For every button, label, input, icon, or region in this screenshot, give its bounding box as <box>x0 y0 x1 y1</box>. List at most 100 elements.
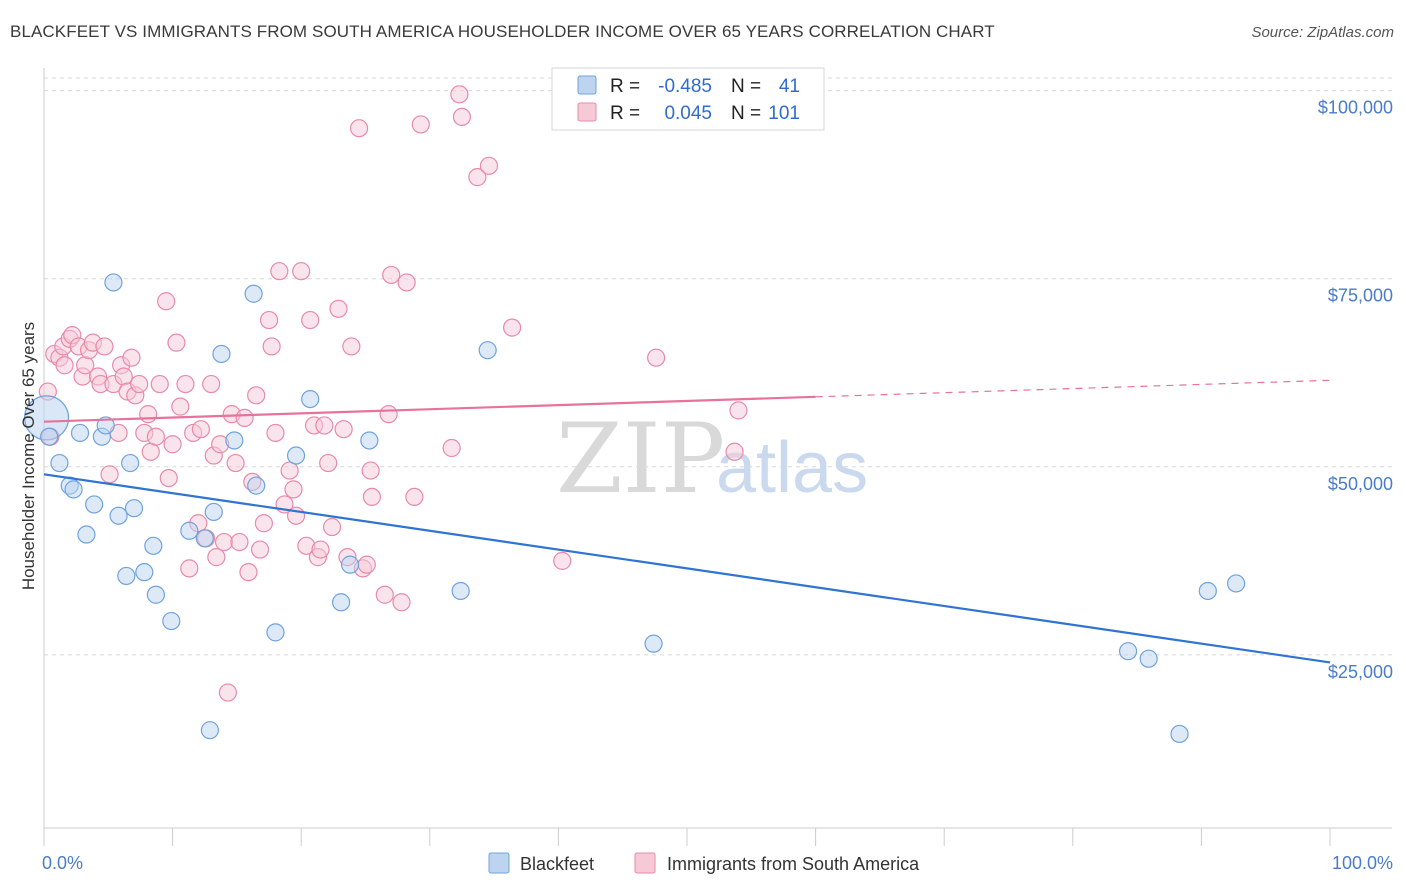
point-blackfeet <box>204 502 223 522</box>
point-blackfeet <box>1227 574 1246 593</box>
legend-n-label-2: N = <box>731 103 761 124</box>
point-immigrants <box>468 168 487 187</box>
point-blackfeet <box>144 536 163 555</box>
point-blackfeet <box>225 431 244 450</box>
bottom-legend-label-blackfeet: Blackfeet <box>520 854 594 874</box>
point-blackfeet <box>244 284 263 303</box>
point-immigrants <box>329 299 348 318</box>
legend-n-label-1: N = <box>731 76 761 97</box>
point-blackfeet <box>124 499 144 518</box>
point-immigrants <box>159 468 178 488</box>
point-immigrants <box>247 386 266 405</box>
point-immigrants <box>230 532 249 552</box>
legend-r-value-2: 0.045 <box>664 103 712 124</box>
point-immigrants <box>262 337 281 356</box>
point-blackfeet <box>200 721 219 740</box>
bottom-legend-swatch-immigrants <box>634 852 656 874</box>
trend-line-immigrants <box>43 395 816 423</box>
point-blackfeet <box>180 521 199 540</box>
point-immigrants <box>202 374 221 394</box>
point-immigrants <box>342 337 361 356</box>
point-immigrants <box>171 397 190 416</box>
y-axis-title: Householder Income Over 65 years <box>19 322 38 590</box>
watermark-zip: ZIP <box>556 403 725 515</box>
chart-title: BLACKFEET VS IMMIGRANTS FROM SOUTH AMERI… <box>10 22 995 41</box>
point-blackfeet <box>195 529 214 548</box>
point-immigrants <box>150 374 169 394</box>
data-points <box>23 85 1246 744</box>
point-immigrants <box>397 273 416 292</box>
point-immigrants <box>176 374 195 394</box>
point-blackfeet <box>1139 649 1158 668</box>
point-immigrants <box>379 405 398 424</box>
point-immigrants <box>122 348 141 367</box>
point-immigrants <box>442 438 461 458</box>
point-blackfeet <box>104 273 123 292</box>
point-immigrants <box>259 310 279 330</box>
point-blackfeet <box>146 585 165 604</box>
watermark: ZIP atlas <box>556 403 868 515</box>
point-blackfeet <box>121 453 140 473</box>
point-immigrants <box>141 442 160 461</box>
point-immigrants <box>301 310 320 330</box>
point-blackfeet <box>644 634 663 653</box>
trend-lines <box>43 379 1331 664</box>
point-immigrants <box>553 551 572 570</box>
point-immigrants <box>266 423 285 443</box>
x-tick-label-min: 0.0% <box>42 853 83 873</box>
point-immigrants <box>55 356 74 375</box>
point-blackfeet <box>360 431 379 450</box>
point-immigrants <box>250 540 270 559</box>
bottom-legend-label-immigrants: Immigrants from South America <box>667 854 920 874</box>
point-blackfeet <box>478 341 497 360</box>
legend-r-label-1: R = <box>610 76 640 97</box>
point-blackfeet <box>286 446 306 465</box>
y-tick-label: $25,000 <box>1328 662 1393 682</box>
point-immigrants <box>311 540 330 559</box>
point-immigrants <box>479 156 499 175</box>
point-blackfeet <box>40 427 59 446</box>
point-immigrants <box>270 262 289 281</box>
point-immigrants <box>254 514 274 533</box>
point-immigrants <box>235 408 254 428</box>
x-tick-labels: 0.0% 100.0% <box>42 853 1393 873</box>
point-immigrants <box>218 683 237 702</box>
legend-r-label-2: R = <box>610 103 640 124</box>
point-immigrants <box>729 401 748 420</box>
point-immigrants <box>214 532 234 552</box>
point-immigrants <box>411 115 430 134</box>
point-immigrants <box>322 517 342 537</box>
point-blackfeet <box>1198 581 1217 601</box>
point-immigrants <box>647 348 666 367</box>
point-immigrants <box>100 465 119 484</box>
point-immigrants <box>114 367 133 386</box>
y-tick-labels: $25,000 $50,000 $75,000 $100,000 <box>1318 98 1393 682</box>
point-blackfeet <box>1170 724 1189 744</box>
source-label: Source: ZipAtlas.com <box>1251 24 1394 41</box>
legend-swatch-blackfeet <box>577 75 597 95</box>
point-immigrants <box>146 427 165 446</box>
point-immigrants <box>319 453 338 473</box>
axes <box>43 68 1392 846</box>
point-immigrants <box>375 585 394 604</box>
watermark-atlas: atlas <box>716 428 868 508</box>
point-blackfeet <box>50 453 69 473</box>
legend-n-value-1: 41 <box>779 76 800 97</box>
point-blackfeet <box>70 423 90 443</box>
trend-line-immigrants-extension <box>815 379 1331 398</box>
legend-swatch-immigrants <box>577 102 597 122</box>
point-blackfeet <box>77 525 96 544</box>
point-immigrants <box>207 548 226 567</box>
point-immigrants <box>139 405 158 424</box>
bottom-legend: Blackfeet Immigrants from South America <box>488 852 920 874</box>
point-blackfeet <box>247 476 266 495</box>
point-immigrants <box>95 337 114 356</box>
y-tick-label: $75,000 <box>1328 286 1393 306</box>
point-blackfeet <box>109 506 128 525</box>
point-immigrants <box>452 107 472 127</box>
point-blackfeet <box>64 480 83 499</box>
y-tick-label: $100,000 <box>1318 98 1393 118</box>
point-immigrants <box>334 420 353 439</box>
point-immigrants <box>130 374 149 394</box>
